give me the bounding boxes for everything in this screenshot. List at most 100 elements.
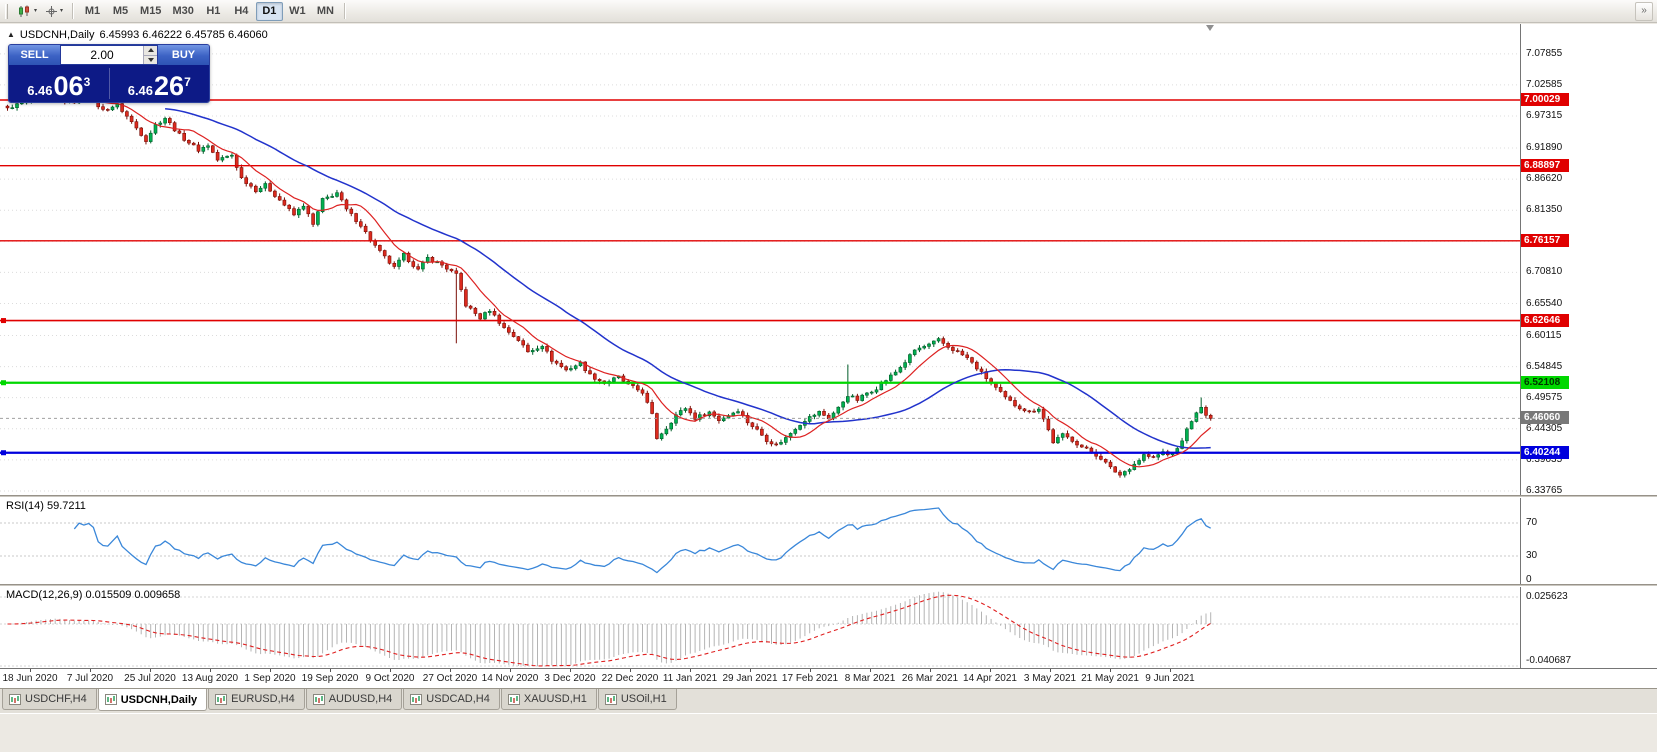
chart-tab-usdcnh-daily[interactable]: USDCNH,Daily [97, 689, 208, 711]
timeframe-button-m30[interactable]: M30 [167, 2, 198, 21]
rsi-axis-label: 30 [1526, 550, 1538, 561]
price-axis-label: 6.65540 [1526, 297, 1563, 309]
volume-field[interactable]: 2.00 [60, 45, 158, 65]
chart-tab-label: USDCHF,H4 [25, 693, 87, 705]
sell-button[interactable]: SELL [9, 45, 60, 65]
chart-tab-usdcad-h4[interactable]: USDCAD,H4 [403, 689, 500, 710]
date-axis-label: 14 Apr 2021 [963, 673, 1017, 684]
buy-button[interactable]: BUY [158, 45, 209, 65]
toolbar-overflow-button[interactable]: » [1635, 1, 1653, 21]
level-price-tag: 6.88897 [1521, 158, 1569, 172]
macd-axis-label: -0.040687 [1526, 655, 1572, 666]
price-axis-label: 6.81350 [1526, 204, 1563, 216]
date-axis-tick [210, 669, 211, 672]
date-axis-label: 27 Oct 2020 [422, 673, 478, 684]
chart-tab-audusd-h4[interactable]: AUDUSD,H4 [305, 689, 403, 710]
chart-tab-usdchf-h4[interactable]: USDCHF,H4 [2, 689, 97, 710]
price-axis-label: 6.54845 [1526, 360, 1563, 372]
date-axis-label: 26 Mar 2021 [901, 673, 959, 684]
price-divider [108, 68, 110, 99]
chart-tab-icon [604, 693, 617, 705]
timeframe-toolbar: M1 M5 M15 M30 H1 H4 D1 W1 MN [79, 1, 339, 21]
date-axis-label: 17 Feb 2021 [781, 673, 839, 684]
status-bar [0, 713, 1657, 752]
crosshair-button[interactable]: ▾ [41, 2, 67, 21]
timeframe-button-m5[interactable]: M5 [107, 2, 134, 21]
date-axis-tick [30, 669, 31, 672]
price-axis-label: 7.07855 [1526, 47, 1563, 59]
toolbar-grip[interactable] [5, 3, 8, 19]
chart-tab-label: USOil,H1 [620, 693, 667, 705]
buy-price-big: 26 [154, 71, 185, 101]
macd-indicator-label: MACD(12,26,9) 0.015509 0.009658 [6, 589, 181, 601]
toolbar: ▾ ▾ M1 M5 M15 M30 H1 H4 D1 W1 MN » [0, 0, 1657, 23]
date-axis-label: 14 Nov 2020 [481, 673, 539, 684]
date-axis-label: 3 Dec 2020 [544, 673, 596, 684]
level-price-tag: 7.00029 [1521, 93, 1569, 106]
chart-tab-icon [104, 694, 117, 705]
up-arrow-icon [147, 48, 154, 53]
price-axis-label: 6.60115 [1526, 329, 1562, 341]
chart-tab-label: USDCNH,Daily [120, 693, 198, 706]
date-axis-label: 21 May 2021 [1081, 673, 1139, 684]
buy-price[interactable]: 6.46 26 7 [110, 65, 210, 102]
main-chart-canvas[interactable] [0, 24, 1520, 496]
volume-value[interactable]: 2.00 [90, 48, 114, 62]
chart-symbol-label: USDCNH,Daily [19, 29, 95, 41]
date-axis-tick [990, 669, 991, 672]
rsi-axis-label: 70 [1526, 517, 1538, 528]
chart-tab-icon [9, 693, 21, 705]
level-price-tag: 6.62646 [1521, 313, 1569, 327]
timeframe-button-w1[interactable]: W1 [284, 2, 311, 21]
timeframe-button-m1[interactable]: M1 [79, 2, 106, 21]
chart-tab-label: EURUSD,H4 [231, 693, 295, 705]
panel-separator[interactable] [0, 495, 1657, 498]
timeframe-button-d1[interactable]: D1 [255, 1, 283, 21]
horizontal-level-lines[interactable] [0, 99, 1520, 456]
timeframe-button-m15[interactable]: M15 [135, 2, 166, 21]
level-price-tag: 6.76157 [1521, 233, 1569, 247]
macd-axis-label: 0.025623 [1526, 591, 1568, 602]
panel-separator[interactable] [0, 584, 1657, 587]
price-gridlines [0, 53, 1520, 492]
rsi-panel-canvas[interactable] [0, 498, 1520, 584]
price-axis-label: 6.33765 [1526, 485, 1563, 496]
dropdown-caret-icon: ▾ [60, 8, 64, 14]
chart-shift-marker[interactable] [1206, 25, 1214, 31]
chart-title: ▲ USDCNH,Daily 6.45993 6.46222 6.45785 6… [7, 29, 268, 41]
buy-price-base: 6.46 [127, 83, 154, 98]
date-axis-tick [810, 669, 811, 672]
date-axis-label: 25 Jul 2020 [124, 673, 176, 684]
price-axis-label: 6.70810 [1526, 266, 1563, 278]
chart-tab-usoil-h1[interactable]: USOil,H1 [597, 689, 677, 710]
date-axis-label: 19 Sep 2020 [301, 673, 359, 684]
chart-tab-xauusd-h1[interactable]: XAUUSD,H1 [500, 689, 597, 710]
date-axis-tick [870, 669, 871, 672]
date-axis-label: 7 Jul 2020 [66, 673, 114, 684]
date-axis-label: 29 Jan 2021 [722, 673, 778, 684]
date-axis-tick [1050, 669, 1051, 672]
date-axis-label: 18 Jun 2020 [2, 673, 58, 684]
time-axis[interactable]: 18 Jun 2020 7 Jul 2020 25 Jul 2020 13 Aug 2… [0, 668, 1657, 688]
timeframe-button-h1[interactable]: H1 [200, 2, 227, 21]
volume-increase-button[interactable] [144, 46, 157, 55]
date-axis-tick [630, 669, 631, 672]
macd-panel-canvas[interactable] [0, 587, 1520, 668]
timeframe-button-h4[interactable]: H4 [228, 2, 255, 21]
date-axis-tick [1110, 669, 1111, 672]
volume-decrease-button[interactable] [144, 54, 157, 64]
sell-price[interactable]: 6.46 06 3 [9, 65, 109, 102]
buy-price-sup: 7 [184, 75, 191, 89]
date-axis-tick [930, 669, 931, 672]
volume-spinner [143, 46, 157, 64]
price-axis-label: 6.44305 [1526, 422, 1563, 434]
chart-tab-icon [410, 693, 423, 705]
one-click-panel-toggle[interactable]: ▲ [7, 30, 15, 39]
timeframe-button-mn[interactable]: MN [312, 2, 339, 21]
dropdown-caret-icon: ▾ [34, 8, 38, 14]
date-axis-tick [570, 669, 571, 672]
chart-tab-eurusd-h4[interactable]: EURUSD,H4 [208, 689, 305, 710]
chart-tab-icon [507, 693, 520, 705]
price-axis[interactable]: 7.07855 7.02585 6.97315 6.91890 6.86620 6.813… [1520, 24, 1657, 668]
chart-type-button[interactable]: ▾ [13, 2, 41, 21]
